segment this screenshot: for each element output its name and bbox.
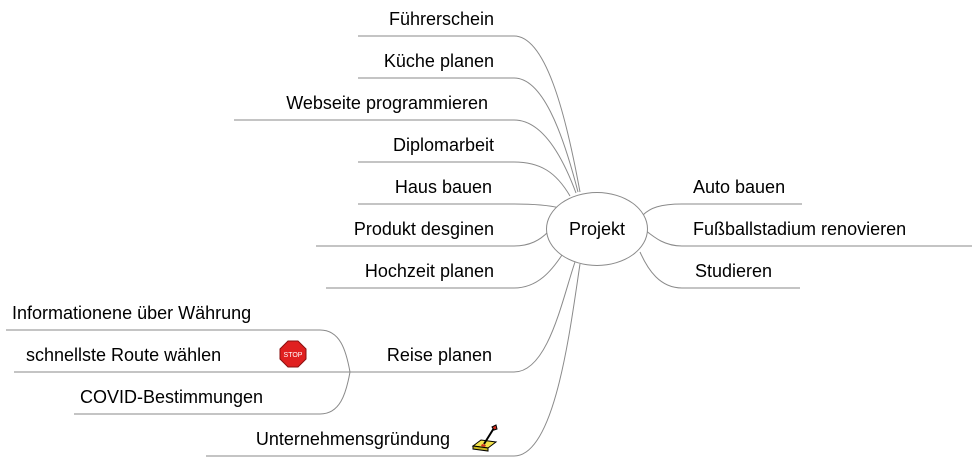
connector-diplomarbeit	[513, 161, 571, 197]
branch-studieren[interactable]: Studieren	[695, 260, 772, 282]
connector-kueche	[513, 77, 579, 193]
branch-fussballstadium[interactable]: Fußballstadium renovieren	[693, 218, 906, 240]
branch-label: Diplomarbeit	[392, 135, 494, 155]
branch-kueche-planen[interactable]: Küche planen	[384, 50, 494, 72]
connector-hochzeit	[513, 254, 563, 289]
connector-fuehrerschein	[513, 35, 581, 193]
subbranch-label: schnellste Route wählen	[26, 345, 222, 365]
branch-label: Küche planen	[383, 51, 494, 71]
connector-webseite	[513, 119, 577, 194]
connector-haus	[513, 203, 561, 209]
branch-label: Reise planen	[386, 345, 492, 365]
subbranch-covid[interactable]: COVID-Bestimmungen	[80, 386, 263, 408]
branch-label: Studieren	[695, 261, 773, 281]
branch-label: Fußballstadium renovieren	[693, 219, 907, 239]
branch-label: Auto bauen	[693, 177, 786, 197]
connector-covid	[319, 371, 351, 415]
branch-hochzeit-planen[interactable]: Hochzeit planen	[365, 260, 494, 282]
branch-label: Unternehmensgründung	[255, 429, 450, 449]
connector-auto	[642, 203, 683, 216]
connector-produkt	[513, 231, 549, 247]
paint-brush-icon	[471, 424, 498, 452]
subbranch-label: Informationene über Währung	[12, 303, 252, 323]
branch-produkt-desginen[interactable]: Produkt desginen	[354, 218, 494, 240]
branch-label: Produkt desginen	[353, 219, 494, 239]
connector-fussball	[644, 229, 683, 247]
central-topic-label: Projekt	[568, 218, 626, 239]
branch-reise-planen[interactable]: Reise planen	[387, 344, 492, 366]
branch-fuehrerschein[interactable]: Führerschein	[389, 8, 494, 30]
connector-unternehmen	[513, 263, 581, 457]
branch-label: Haus bauen	[394, 177, 492, 197]
branch-label: Webseite programmieren	[286, 93, 488, 113]
branch-label: Führerschein	[388, 9, 494, 29]
branch-webseite-programmieren[interactable]: Webseite programmieren	[286, 92, 488, 114]
branch-haus-bauen[interactable]: Haus bauen	[395, 176, 492, 198]
connector-reise	[513, 261, 576, 373]
central-topic[interactable]: Projekt	[546, 192, 648, 266]
connector-studieren	[639, 251, 683, 289]
connector-waehrung	[319, 329, 351, 373]
branch-auto-bauen[interactable]: Auto bauen	[693, 176, 785, 198]
subbranch-label: COVID-Bestimmungen	[80, 387, 264, 407]
stop-sign-icon: STOP	[279, 340, 307, 368]
subbranch-waehrung[interactable]: Informationene über Währung	[12, 302, 251, 324]
branch-diplomarbeit[interactable]: Diplomarbeit	[393, 134, 494, 156]
subbranch-route[interactable]: schnellste Route wählen	[26, 344, 221, 366]
branch-label: Hochzeit planen	[364, 261, 494, 281]
branch-unternehmensgruendung[interactable]: Unternehmensgründung	[256, 428, 450, 450]
stop-sign-text: STOP	[284, 352, 303, 359]
